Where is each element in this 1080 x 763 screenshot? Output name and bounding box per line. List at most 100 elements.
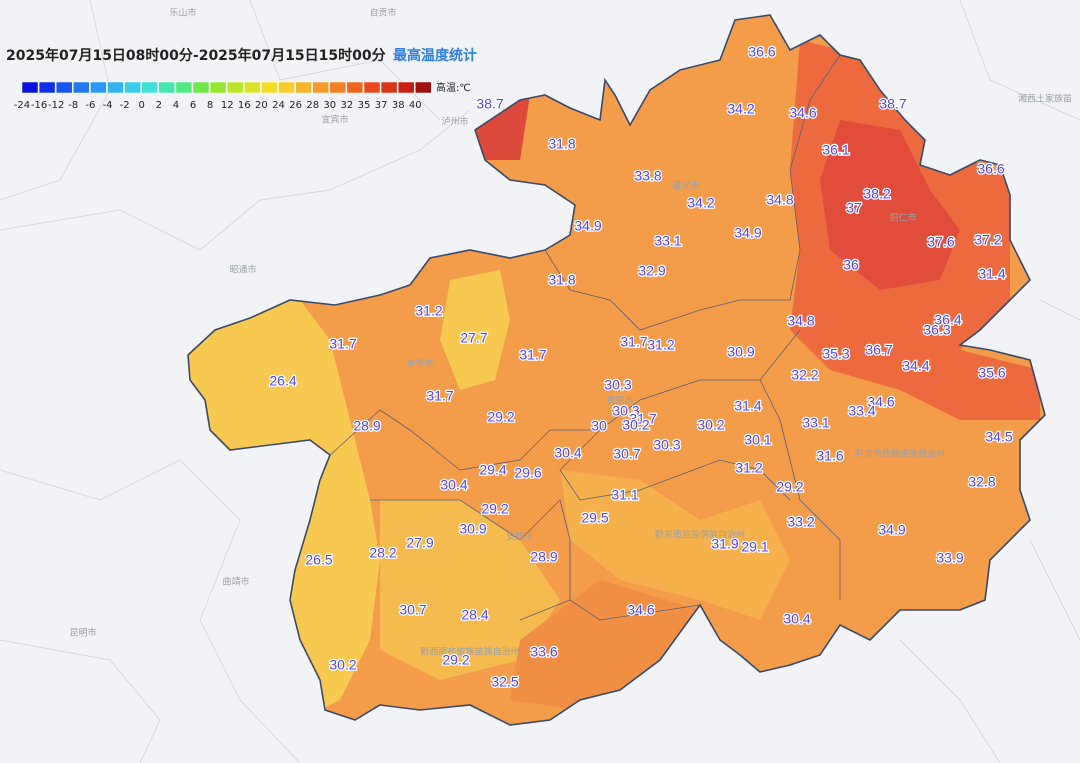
station-value: 38.2 bbox=[863, 186, 890, 202]
station-value: 29.2 bbox=[442, 652, 469, 668]
place-label: 乐山市 bbox=[169, 7, 196, 19]
place-label: 自贡市 bbox=[369, 7, 396, 19]
station-value: 30.7 bbox=[613, 446, 640, 462]
station-value: 31.7 bbox=[426, 388, 453, 404]
station-value: 31.8 bbox=[548, 272, 575, 288]
station-value: 29.4 bbox=[479, 462, 506, 478]
legend-swatch bbox=[124, 81, 141, 94]
station-value: 31.2 bbox=[735, 460, 762, 476]
legend-swatch bbox=[329, 81, 347, 94]
station-value: 34.8 bbox=[787, 313, 814, 329]
legend-swatch bbox=[192, 81, 210, 94]
station-value: 30.9 bbox=[459, 521, 486, 537]
legend-label: 2 bbox=[156, 100, 162, 111]
station-value: 29.6 bbox=[514, 465, 541, 481]
legend-swatch bbox=[55, 81, 73, 94]
legend-label: -6 bbox=[85, 100, 95, 111]
station-value: 29.2 bbox=[487, 409, 514, 425]
station-value: 29.2 bbox=[776, 479, 803, 495]
station-value: 31.7 bbox=[519, 347, 546, 363]
station-value: 33.2 bbox=[787, 514, 814, 530]
station-value: 28.9 bbox=[530, 549, 557, 565]
station-value: 34.9 bbox=[734, 225, 761, 241]
station-value: 32.2 bbox=[791, 367, 818, 383]
station-value: 34.6 bbox=[627, 602, 654, 618]
station-value: 31.4 bbox=[978, 266, 1005, 282]
station-value: 33.1 bbox=[654, 233, 681, 249]
station-value: 29.2 bbox=[481, 501, 508, 517]
legend-label: 35 bbox=[358, 100, 371, 111]
station-value: 35.6 bbox=[978, 365, 1005, 381]
station-value: 30.3 bbox=[612, 403, 639, 419]
station-value: 31.2 bbox=[647, 337, 674, 353]
legend-label: 4 bbox=[173, 100, 179, 111]
legend-label: -24 bbox=[14, 100, 30, 111]
station-value: 31.7 bbox=[329, 336, 356, 352]
station-value: 30.2 bbox=[329, 657, 356, 673]
place-label: 曲靖市 bbox=[222, 576, 249, 588]
station-value: 33.6 bbox=[530, 644, 557, 660]
legend-label: 40 bbox=[409, 100, 422, 111]
station-value: 37.6 bbox=[927, 234, 954, 250]
station-value: 29.1 bbox=[741, 539, 768, 555]
station-value: 30.3 bbox=[604, 377, 631, 393]
station-value: 33.9 bbox=[936, 550, 963, 566]
place-label: 铜仁市 bbox=[889, 212, 916, 224]
place-label: 毕节市 bbox=[406, 358, 433, 370]
station-value: 34.4 bbox=[902, 358, 929, 374]
legend-swatch bbox=[107, 81, 124, 94]
station-value: 34.2 bbox=[727, 101, 754, 117]
legend-label: 12 bbox=[221, 100, 234, 111]
station-value: 32.5 bbox=[491, 674, 518, 690]
station-value: 28.9 bbox=[353, 418, 380, 434]
place-label: 黔西南布依族苗族自治州 bbox=[420, 646, 519, 658]
legend-swatch bbox=[90, 81, 107, 94]
station-value: 36.4 bbox=[934, 312, 961, 328]
station-value: 26.4 bbox=[269, 373, 296, 389]
legend-label: 20 bbox=[255, 100, 268, 111]
station-value: 30 bbox=[591, 418, 607, 434]
legend-swatch bbox=[244, 81, 261, 94]
legend-swatch bbox=[38, 81, 56, 94]
legend-label: 0 bbox=[139, 100, 145, 111]
legend-label: 30 bbox=[323, 100, 336, 111]
station-value: 37.2 bbox=[974, 232, 1001, 248]
legend-swatch bbox=[261, 81, 278, 94]
legend-swatch bbox=[278, 81, 295, 94]
legend-label: 24 bbox=[272, 100, 285, 111]
station-value: 34.2 bbox=[687, 195, 714, 211]
station-value: 38.7 bbox=[476, 96, 503, 112]
legend-swatch bbox=[312, 81, 329, 94]
station-value: 34.6 bbox=[867, 394, 894, 410]
station-value: 27.9 bbox=[406, 535, 433, 551]
station-value: 38.7 bbox=[879, 96, 906, 112]
station-value: 28.4 bbox=[461, 607, 488, 623]
station-value: 34.5 bbox=[985, 429, 1012, 445]
station-value: 37 bbox=[846, 200, 862, 216]
station-value: 31.4 bbox=[734, 398, 761, 414]
station-value: 30.1 bbox=[744, 432, 771, 448]
legend-swatch bbox=[380, 81, 398, 94]
place-label: 贵阳市 bbox=[606, 395, 633, 407]
legend-label: 28 bbox=[306, 100, 319, 111]
legend-swatch bbox=[73, 81, 90, 94]
place-label: 湘西土家族苗 bbox=[1018, 93, 1072, 105]
legend-swatch bbox=[209, 81, 227, 94]
station-value: 34.9 bbox=[878, 522, 905, 538]
station-value: 33.4 bbox=[848, 403, 875, 419]
legend-label: -16 bbox=[31, 100, 47, 111]
legend-label: -2 bbox=[120, 100, 130, 111]
legend-swatch bbox=[397, 81, 415, 94]
station-value: 30.4 bbox=[440, 477, 467, 493]
station-value: 30.9 bbox=[727, 344, 754, 360]
station-value: 33.8 bbox=[634, 168, 661, 184]
station-value: 30.7 bbox=[399, 602, 426, 618]
station-value: 31.6 bbox=[816, 448, 843, 464]
station-value: 31.1 bbox=[611, 487, 638, 503]
legend-swatch bbox=[141, 81, 158, 94]
station-value: 36.6 bbox=[977, 161, 1004, 177]
legend-swatch bbox=[21, 81, 39, 94]
